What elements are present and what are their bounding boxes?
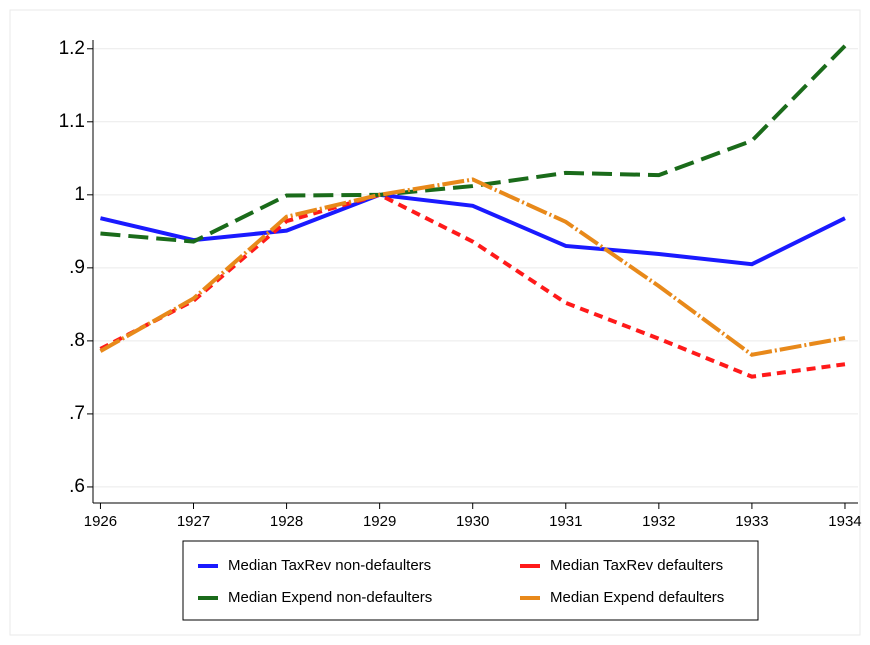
legend-label: Median TaxRev defaulters bbox=[550, 557, 723, 574]
y-tick-label: 1.1 bbox=[59, 111, 85, 132]
x-tick-label: 1928 bbox=[270, 513, 303, 530]
y-tick-label: 1.2 bbox=[59, 38, 85, 59]
legend-label: Median Expend defaulters bbox=[550, 589, 724, 606]
legend-label: Median TaxRev non-defaulters bbox=[228, 557, 431, 574]
y-tick-label: .9 bbox=[69, 257, 85, 278]
legend-label: Median Expend non-defaulters bbox=[228, 589, 432, 606]
y-tick-label: .7 bbox=[69, 403, 85, 424]
frame bbox=[9, 9, 861, 636]
series-line bbox=[99, 177, 846, 357]
x-tick-label: 1926 bbox=[84, 513, 117, 530]
x-tick-label: 1927 bbox=[177, 513, 210, 530]
x-tick-label: 1934 bbox=[828, 513, 861, 530]
legend-box bbox=[182, 540, 759, 621]
x-tick-label: 1929 bbox=[363, 513, 396, 530]
series-line bbox=[100, 44, 847, 244]
series-line bbox=[99, 192, 846, 379]
x-tick-label: 1932 bbox=[642, 513, 675, 530]
series-line bbox=[99, 192, 846, 267]
y-tick-label: 1 bbox=[74, 184, 85, 205]
x-tick-label: 1931 bbox=[549, 513, 582, 530]
x-tick-label: 1930 bbox=[456, 513, 489, 530]
x-tick-label: 1933 bbox=[735, 513, 768, 530]
y-tick-label: .8 bbox=[69, 330, 85, 351]
y-tick-label: .6 bbox=[69, 476, 85, 497]
